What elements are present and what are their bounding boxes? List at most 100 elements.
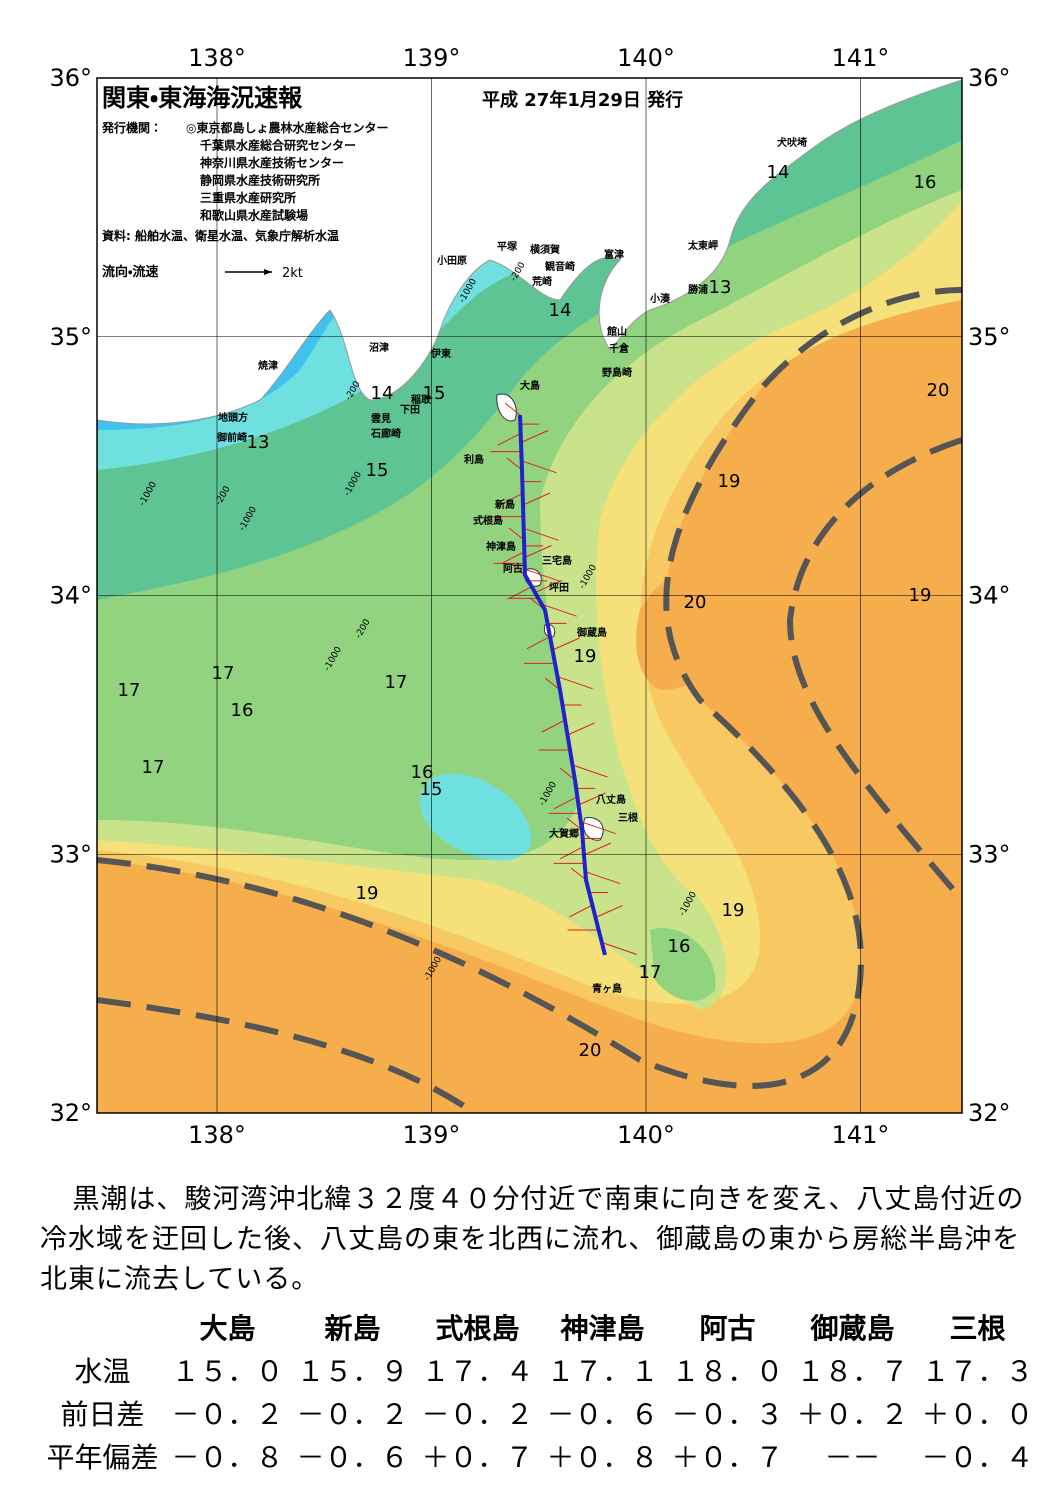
isotherm-label: 17 — [212, 663, 235, 684]
current-vector — [585, 871, 621, 885]
issuer: 神奈川県水産技術センター — [199, 155, 344, 170]
current-vector — [601, 942, 637, 955]
cell: －０．２ — [296, 1397, 409, 1431]
current-vector — [534, 580, 563, 593]
current-vector — [523, 527, 559, 541]
current-vector — [524, 545, 552, 558]
column-header: 新島 — [324, 1311, 381, 1345]
isotherm-label: 20 — [579, 1040, 602, 1061]
current-vector — [504, 402, 521, 416]
table-row: 平年偏差 －０．８ －０．６ ＋０．７ ＋０．８ ＋０．７ －－ －０．４ — [40, 1434, 1040, 1477]
place-name: 小田原 — [436, 254, 467, 267]
place-name: 伊東 — [430, 347, 451, 360]
current-vector — [572, 764, 608, 778]
current-vector — [557, 676, 593, 690]
current-vector — [567, 722, 595, 736]
cell: ＋０．０ — [921, 1397, 1034, 1431]
issuers-label: 発行機関： — [101, 120, 162, 135]
current-vector — [595, 905, 623, 918]
cell: １５．９ — [296, 1354, 409, 1388]
current-vector — [552, 637, 580, 651]
cell: －０．６ — [296, 1440, 409, 1474]
current-vector — [497, 432, 521, 446]
cell: １７．３ — [921, 1354, 1034, 1388]
place-name: 三宅島 — [542, 554, 572, 567]
place-name: 八丈島 — [596, 793, 626, 806]
isotherm-label: 16 — [914, 172, 937, 193]
issuer: ◎東京都島しょ農林水産総合センター — [186, 120, 388, 135]
current-vector — [509, 562, 526, 576]
current-vector — [541, 603, 577, 617]
lon-label: 140° — [617, 1121, 675, 1149]
current-vector — [569, 904, 593, 918]
cell: ＋０．８ — [546, 1440, 659, 1474]
column-header: 神津島 — [560, 1311, 645, 1345]
place-name: 石廊崎 — [370, 427, 401, 440]
current-vector — [583, 842, 612, 856]
place-name: 式根島 — [473, 514, 503, 527]
lat-label: 32° — [49, 1099, 92, 1127]
place-name: 三根 — [618, 811, 639, 824]
cell: ＋０．７ — [421, 1440, 534, 1474]
place-name: 御前崎 — [216, 431, 247, 444]
current-vector — [560, 846, 584, 860]
place-name: 富津 — [604, 248, 624, 261]
cell: １５．０ — [171, 1354, 284, 1388]
place-name: 御蔵島 — [576, 626, 607, 639]
issuer: 千葉県水産総合研究センター — [200, 138, 356, 153]
row-header: 前日差 — [60, 1397, 145, 1431]
current-vector — [520, 430, 549, 443]
issue-date: 平成 27年1月29日 発行 — [482, 89, 683, 111]
map-title: 関東・東海海況速報 — [102, 84, 303, 112]
current-vector — [554, 796, 578, 810]
cell: １８．０ — [671, 1354, 784, 1388]
lat-label: 34° — [49, 582, 92, 610]
lon-label: 141° — [832, 44, 890, 72]
column-header: 御蔵島 — [810, 1311, 895, 1345]
cell: １７．１ — [546, 1354, 659, 1388]
place-name: 下田 — [400, 404, 420, 416]
current-vector — [521, 460, 557, 474]
cell: －０．４ — [921, 1440, 1034, 1474]
place-name: 神津島 — [485, 540, 516, 553]
place-name: 荒崎 — [531, 275, 552, 288]
place-name: 利島 — [464, 453, 484, 466]
lat-label: 33° — [968, 840, 1011, 868]
isotherm-label: 16 — [411, 762, 434, 783]
place-name: 勝浦 — [688, 283, 708, 296]
lon-label: 141° — [832, 1121, 890, 1149]
cell: －０．８ — [171, 1440, 284, 1474]
current-vector — [499, 492, 523, 506]
current-vector — [501, 551, 525, 565]
isotherm-label: 14 — [767, 162, 790, 183]
cell: １８．７ — [796, 1354, 909, 1388]
current-vector — [544, 677, 561, 691]
isotherm-label: 15 — [420, 779, 443, 800]
current-vector — [559, 767, 576, 781]
lat-label: 35° — [49, 323, 92, 351]
isotherm-label: 14 — [549, 300, 572, 321]
isotherm-label: 19 — [356, 883, 379, 904]
lon-label: 140° — [617, 44, 675, 72]
cell: －０．３ — [671, 1397, 784, 1431]
current-vector — [580, 821, 616, 835]
lat-label: 32° — [968, 1099, 1011, 1127]
column-header: 三根 — [949, 1311, 1006, 1345]
obs-table: 大島 新島 式根島 神津島 阿古 御蔵島 三根 水温 １５．０ １５．９ １７．４ １７．１ １８．０ １… — [40, 1305, 1040, 1477]
lat-label: 35° — [968, 323, 1011, 351]
isotherm-label: 19 — [722, 900, 745, 921]
place-name: 坪田 — [549, 581, 569, 594]
column-header: 大島 — [199, 1311, 256, 1345]
isotherm-label: 17 — [385, 672, 408, 693]
row-header: 水温 — [74, 1354, 131, 1388]
place-name: 観音崎 — [545, 260, 575, 273]
place-name: 雲見 — [371, 413, 391, 425]
lat-label: 34° — [968, 582, 1011, 610]
place-name: 犬吠埼 — [777, 136, 807, 149]
summary: 黒潮は、駿河湾沖北緯３２度４０分付近で南東に向きを変え、八丈島付近の冷水域を迂回… — [40, 1184, 1025, 1295]
lat-label: 33° — [49, 840, 92, 868]
isotherm-label: 16 — [668, 936, 691, 957]
legend-scale: 2kt — [282, 266, 303, 281]
legend-label: 流向・流速 — [102, 264, 158, 280]
